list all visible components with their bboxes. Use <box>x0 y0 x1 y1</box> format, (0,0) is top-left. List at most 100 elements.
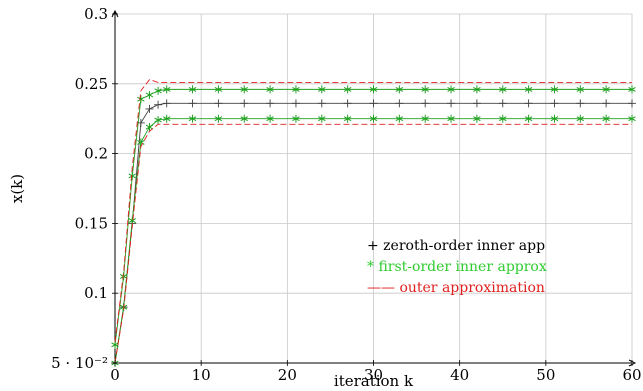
star-marker <box>188 85 197 94</box>
star-marker <box>602 85 610 94</box>
star-marker-stroke <box>162 116 171 122</box>
plus-marker <box>291 99 300 108</box>
star-marker-stroke <box>214 86 223 92</box>
plus-marker <box>602 99 611 108</box>
star-marker-stroke <box>145 124 154 130</box>
star-marker-stroke <box>137 139 145 145</box>
y-tick-label: 5 · 10⁻² <box>51 354 108 372</box>
plus-marker <box>576 99 585 108</box>
plus-marker <box>214 99 223 108</box>
plus-marker <box>395 99 404 108</box>
star-marker <box>145 123 154 132</box>
legend-entry: + zeroth-order inner app <box>367 238 545 254</box>
star-marker-stroke <box>447 116 455 122</box>
star-marker <box>240 114 248 123</box>
star-marker-stroke <box>240 86 248 92</box>
plus-marker <box>421 99 430 108</box>
star-marker-stroke <box>119 274 128 279</box>
x-axis-arrow <box>628 359 637 367</box>
plus-marker <box>266 99 275 108</box>
star-marker <box>343 85 352 94</box>
star-marker-stroke <box>499 86 507 92</box>
star-marker-stroke <box>128 173 136 179</box>
star-marker-stroke <box>188 116 197 122</box>
star-marker-stroke <box>473 86 481 92</box>
plus-marker <box>498 99 507 108</box>
star-marker-stroke <box>524 86 533 92</box>
star-marker <box>292 114 300 123</box>
star-marker-stroke <box>628 86 636 92</box>
plus-marker <box>188 99 197 108</box>
star-marker <box>550 85 559 94</box>
star-marker <box>576 114 585 123</box>
star-marker-stroke <box>395 116 404 122</box>
star-marker <box>499 85 507 94</box>
y-axis-label: x(k) <box>8 174 26 203</box>
plus-marker <box>369 99 378 108</box>
star-marker <box>266 114 274 123</box>
star-marker <box>395 114 404 123</box>
plus-marker <box>524 99 533 108</box>
series-2 <box>114 79 632 364</box>
x-axis-label: iteration k <box>334 372 414 390</box>
star-marker-stroke <box>154 117 162 123</box>
series-0 <box>111 99 636 367</box>
star-marker-stroke <box>421 86 429 92</box>
plus-marker <box>145 104 154 113</box>
series-line <box>114 123 632 364</box>
x-tick-label: 50 <box>536 366 555 384</box>
star-marker <box>266 85 274 94</box>
star-marker <box>473 85 481 94</box>
star-marker-stroke <box>145 92 154 98</box>
star-marker-stroke <box>473 116 481 122</box>
star-marker-stroke <box>369 116 378 122</box>
star-marker-stroke <box>162 86 171 92</box>
series-layer <box>111 79 636 367</box>
star-marker <box>499 114 507 123</box>
star-marker <box>473 114 481 123</box>
star-marker <box>550 114 559 123</box>
star-marker-stroke <box>524 116 533 122</box>
plus-marker <box>472 99 481 108</box>
star-marker <box>395 85 404 94</box>
star-marker <box>162 85 171 94</box>
star-marker-stroke <box>214 116 223 122</box>
star-marker-stroke <box>369 86 378 92</box>
x-tick-label: 30 <box>364 366 383 384</box>
star-marker-stroke <box>602 116 610 122</box>
plus-marker <box>240 99 249 108</box>
plus-marker <box>343 99 352 108</box>
star-marker-stroke <box>499 116 507 122</box>
legend-entry: —— outer approximation <box>367 280 545 296</box>
tick-labels: 0 10 20 30 40 50 60 5 · 10⁻² 0.1 0.15 0.2 0.25 0.3 <box>51 5 641 384</box>
x-tick-label: 0 <box>110 366 120 384</box>
star-marker <box>524 114 533 123</box>
y-tick-label: 0.3 <box>84 5 108 23</box>
star-marker-stroke <box>576 116 585 122</box>
plus-marker <box>447 99 456 108</box>
plus-marker <box>317 99 326 108</box>
x-tick-label: 10 <box>192 366 211 384</box>
star-marker <box>447 114 455 123</box>
star-marker-stroke <box>395 86 404 92</box>
star-marker <box>343 114 352 123</box>
y-tick-label: 0.25 <box>75 75 108 93</box>
star-marker-stroke <box>550 116 559 122</box>
star-marker <box>318 85 326 94</box>
y-tick-label: 0.15 <box>75 214 108 232</box>
star-marker <box>154 86 162 95</box>
star-marker-stroke <box>628 116 636 122</box>
star-marker-stroke <box>137 96 145 102</box>
plus-marker <box>628 99 636 108</box>
star-marker <box>145 90 154 99</box>
y-tick-label: 0.2 <box>84 145 108 163</box>
star-marker <box>128 171 136 180</box>
legend-entry: * first-order inner approx <box>367 259 547 275</box>
star-marker-stroke <box>154 88 162 94</box>
star-marker-stroke <box>240 116 248 122</box>
star-marker <box>240 85 248 94</box>
star-marker-stroke <box>576 86 585 92</box>
x-tick-label: 60 <box>622 366 641 384</box>
legend: + zeroth-order inner app * first-order in… <box>367 238 547 296</box>
